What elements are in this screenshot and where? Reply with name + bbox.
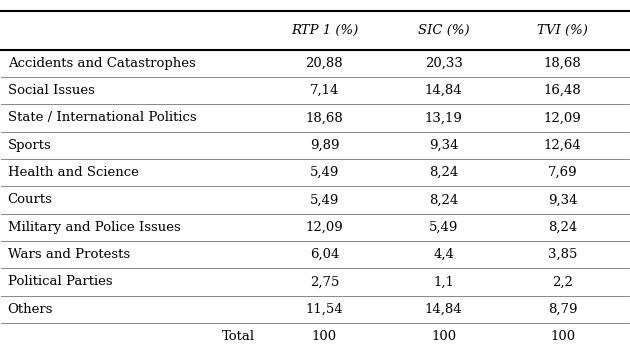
Text: 3,85: 3,85 xyxy=(548,248,578,261)
Text: 5,49: 5,49 xyxy=(310,193,339,206)
Text: 7,14: 7,14 xyxy=(310,84,339,97)
Text: 2,2: 2,2 xyxy=(553,276,573,288)
Text: 4,4: 4,4 xyxy=(433,248,454,261)
Text: Social Issues: Social Issues xyxy=(8,84,94,97)
Text: Political Parties: Political Parties xyxy=(8,276,112,288)
Text: 5,49: 5,49 xyxy=(310,166,339,179)
Text: 8,24: 8,24 xyxy=(429,193,458,206)
Text: 14,84: 14,84 xyxy=(425,303,462,316)
Text: 100: 100 xyxy=(550,330,575,343)
Text: 100: 100 xyxy=(431,330,456,343)
Text: 7,69: 7,69 xyxy=(548,166,578,179)
Text: 1,1: 1,1 xyxy=(433,276,454,288)
Text: 20,88: 20,88 xyxy=(306,57,343,70)
Text: 6,04: 6,04 xyxy=(310,248,339,261)
Text: 9,34: 9,34 xyxy=(548,193,578,206)
Text: 12,64: 12,64 xyxy=(544,139,581,152)
Text: 16,48: 16,48 xyxy=(544,84,581,97)
Text: 14,84: 14,84 xyxy=(425,84,462,97)
Text: Health and Science: Health and Science xyxy=(8,166,139,179)
Text: 18,68: 18,68 xyxy=(306,111,343,125)
Text: 13,19: 13,19 xyxy=(425,111,462,125)
Text: Total: Total xyxy=(222,330,255,343)
Text: Courts: Courts xyxy=(8,193,52,206)
Text: 8,24: 8,24 xyxy=(429,166,458,179)
Text: SIC (%): SIC (%) xyxy=(418,24,469,37)
Text: Military and Police Issues: Military and Police Issues xyxy=(8,221,180,234)
Text: 2,75: 2,75 xyxy=(310,276,339,288)
Text: 20,33: 20,33 xyxy=(425,57,462,70)
Text: TVI (%): TVI (%) xyxy=(537,24,588,37)
Text: 11,54: 11,54 xyxy=(306,303,343,316)
Text: 100: 100 xyxy=(312,330,337,343)
Text: Wars and Protests: Wars and Protests xyxy=(8,248,130,261)
Text: 8,24: 8,24 xyxy=(548,221,577,234)
Text: 18,68: 18,68 xyxy=(544,57,581,70)
Text: 8,79: 8,79 xyxy=(548,303,578,316)
Text: Accidents and Catastrophes: Accidents and Catastrophes xyxy=(8,57,195,70)
Text: State / International Politics: State / International Politics xyxy=(8,111,197,125)
Text: 12,09: 12,09 xyxy=(544,111,581,125)
Text: 9,89: 9,89 xyxy=(310,139,339,152)
Text: RTP 1 (%): RTP 1 (%) xyxy=(291,24,358,37)
Text: Others: Others xyxy=(8,303,53,316)
Text: 12,09: 12,09 xyxy=(306,221,343,234)
Text: 5,49: 5,49 xyxy=(429,221,458,234)
Text: Sports: Sports xyxy=(8,139,52,152)
Text: 9,34: 9,34 xyxy=(429,139,459,152)
